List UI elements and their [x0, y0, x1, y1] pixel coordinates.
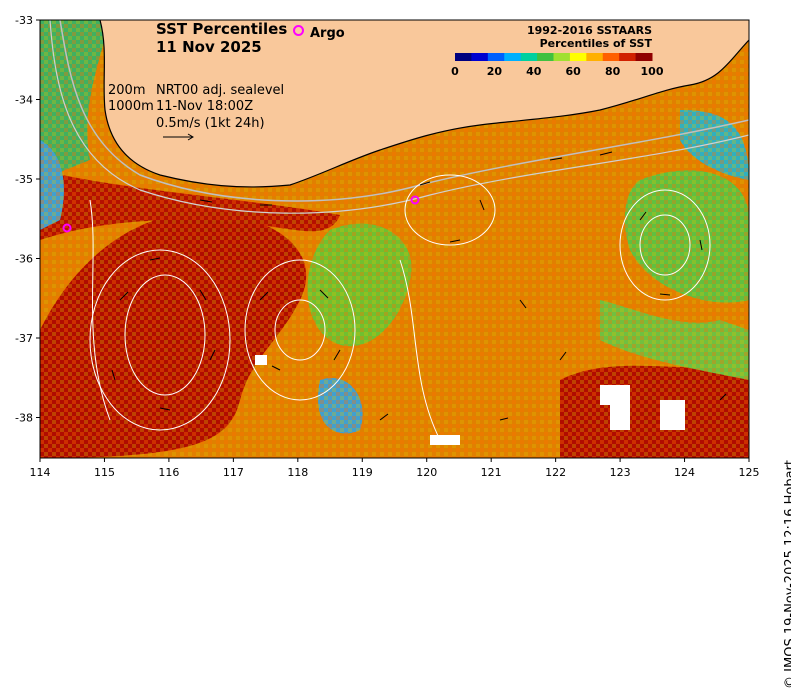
- colorbar-swatch: [586, 53, 604, 61]
- lat-tick-label: -37: [15, 332, 33, 345]
- time-label: 11-Nov 18:00Z: [156, 99, 254, 114]
- isobath-200m: [59, 20, 749, 202]
- colorbar-swatch: [455, 53, 472, 61]
- lat-tick-label: -34: [15, 94, 33, 107]
- credit-text: © IMOS 19-Nov-2025 12:16 Hobart: [783, 460, 791, 689]
- lon-tick-label: 118: [287, 466, 308, 479]
- depth-1000-label: 1000m: [108, 99, 154, 114]
- sealevel-contours: [89, 174, 711, 441]
- lat-tick-label: -36: [15, 253, 33, 266]
- title-line-1: SST Percentiles: [156, 20, 288, 38]
- lat-tick-label: -35: [15, 173, 33, 186]
- lon-tick-label: 119: [352, 466, 373, 479]
- colorbar-title-2: Percentiles of SST: [539, 37, 652, 50]
- lon-tick-label: 114: [30, 466, 51, 479]
- colorbar-tick-label: 0: [451, 65, 459, 78]
- lon-tick-label: 115: [94, 466, 115, 479]
- lat-tick-label: -33: [15, 14, 33, 27]
- argo-float-2[interactable]: [410, 195, 420, 205]
- colorbar-swatch: [569, 53, 587, 61]
- lon-tick-label: 125: [739, 466, 760, 479]
- argo-legend: Argo: [293, 25, 345, 41]
- longitude-axis: 114 115 116 117 118 119 120 121 122 123 124 125: [30, 458, 760, 479]
- lon-tick-label: 120: [416, 466, 437, 479]
- colorbar-tick-label: 20: [487, 65, 503, 78]
- colorbar-swatch: [504, 53, 522, 61]
- scale-label: 0.5m/s (1kt 24h): [156, 116, 265, 131]
- argo-float-1[interactable]: [62, 223, 72, 233]
- scale-arrowhead: [187, 133, 194, 141]
- colorbar-swatch: [602, 53, 620, 61]
- lon-tick-label: 124: [674, 466, 695, 479]
- colorbar-swatch: [487, 53, 505, 61]
- lon-tick-label: 116: [158, 466, 179, 479]
- colorbar-swatch: [537, 53, 554, 61]
- cloud-mask: [255, 355, 685, 445]
- colorbar-tick-label: 80: [605, 65, 621, 78]
- sst-map: 0 20 40 60 80 100 114 115 116 117 118 119 120 121 122…: [15, 14, 760, 479]
- colorbar-swatch: [619, 53, 637, 61]
- argo-legend-label: Argo: [310, 26, 345, 41]
- lon-tick-label: 123: [610, 466, 631, 479]
- latitude-axis: -33 -34 -35 -36 -37 -38: [15, 14, 40, 425]
- colorbar-swatch: [471, 53, 489, 61]
- colorbar-title: 1992-2016 SSTAARS Percentiles of SST: [452, 24, 652, 50]
- plot-frame: [39, 19, 750, 459]
- colorbar-swatch: [553, 53, 571, 61]
- colorbar-tick-label: 60: [566, 65, 582, 78]
- title-line-2: 11 Nov 2025: [156, 38, 262, 56]
- colorbar-title-1: 1992-2016 SSTAARS: [526, 24, 652, 37]
- lon-tick-label: 117: [223, 466, 244, 479]
- land-mass: [100, 20, 749, 187]
- lat-tick-label: -38: [15, 412, 33, 425]
- colorbar-tick-label: 40: [526, 65, 542, 78]
- argo-legend-icon: [293, 25, 304, 36]
- map-title: SST Percentiles 11 Nov 2025: [156, 20, 287, 56]
- isobath-1000m: [49, 20, 749, 214]
- colorbar-swatch: [520, 53, 538, 61]
- colorbar-tick-label: 100: [641, 65, 664, 78]
- lon-tick-label: 122: [545, 466, 566, 479]
- coastline: [99, 20, 749, 188]
- colorbar-swatch: [635, 53, 653, 61]
- lon-tick-label: 121: [481, 466, 502, 479]
- product-label: NRT00 adj. sealevel: [156, 83, 285, 98]
- depth-200-label: 200m: [108, 83, 146, 98]
- colorbar: 0 20 40 60 80 100: [451, 53, 664, 78]
